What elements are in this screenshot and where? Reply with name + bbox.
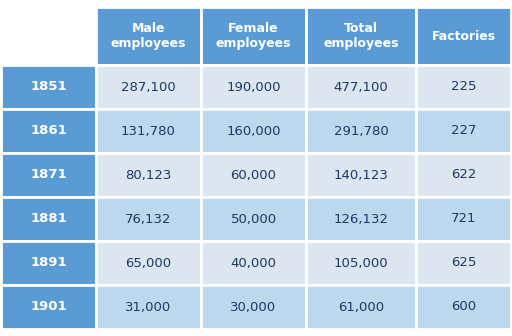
Bar — [1, 285, 96, 329]
Text: 721: 721 — [451, 212, 476, 225]
Text: 105,000: 105,000 — [334, 256, 388, 269]
Bar — [416, 7, 511, 65]
Bar — [96, 65, 201, 109]
Text: 30,000: 30,000 — [230, 300, 276, 313]
Text: 76,132: 76,132 — [125, 212, 172, 225]
Text: 31,000: 31,000 — [125, 300, 172, 313]
Text: 1851: 1851 — [30, 81, 67, 93]
Bar — [416, 285, 511, 329]
Text: Male
employees: Male employees — [111, 22, 186, 50]
Text: 477,100: 477,100 — [334, 81, 389, 93]
Text: 80,123: 80,123 — [125, 168, 172, 181]
Bar — [1, 241, 96, 285]
Text: 225: 225 — [451, 81, 476, 93]
Bar — [201, 153, 306, 197]
Text: 140,123: 140,123 — [333, 168, 389, 181]
Text: 287,100: 287,100 — [121, 81, 176, 93]
Bar — [416, 197, 511, 241]
Bar — [96, 241, 201, 285]
Text: Female
employees: Female employees — [216, 22, 291, 50]
Bar — [416, 109, 511, 153]
Bar — [201, 65, 306, 109]
Bar — [96, 7, 201, 65]
Bar — [1, 7, 96, 65]
Bar — [1, 197, 96, 241]
Text: Total
employees: Total employees — [323, 22, 399, 50]
Bar — [306, 7, 416, 65]
Bar — [306, 153, 416, 197]
Bar — [96, 197, 201, 241]
Text: 160,000: 160,000 — [226, 125, 281, 137]
Bar — [306, 109, 416, 153]
Text: 625: 625 — [451, 256, 476, 269]
Bar — [1, 65, 96, 109]
Text: 1901: 1901 — [30, 300, 67, 313]
Text: 227: 227 — [451, 125, 476, 137]
Bar — [416, 153, 511, 197]
Text: 60,000: 60,000 — [230, 168, 276, 181]
Text: 40,000: 40,000 — [230, 256, 276, 269]
Bar — [201, 285, 306, 329]
Text: 65,000: 65,000 — [125, 256, 172, 269]
Bar — [416, 65, 511, 109]
Text: 131,780: 131,780 — [121, 125, 176, 137]
Bar — [201, 7, 306, 65]
Bar — [306, 285, 416, 329]
Text: 126,132: 126,132 — [333, 212, 389, 225]
Text: 50,000: 50,000 — [230, 212, 276, 225]
Text: 1861: 1861 — [30, 125, 67, 137]
Bar — [1, 109, 96, 153]
Bar — [201, 241, 306, 285]
Text: 1881: 1881 — [30, 212, 67, 225]
Bar — [1, 153, 96, 197]
Bar — [96, 153, 201, 197]
Text: 61,000: 61,000 — [338, 300, 384, 313]
Bar — [201, 197, 306, 241]
Text: 1891: 1891 — [30, 256, 67, 269]
Text: 190,000: 190,000 — [226, 81, 281, 93]
Bar — [416, 241, 511, 285]
Text: 291,780: 291,780 — [334, 125, 389, 137]
Text: Factories: Factories — [432, 30, 496, 42]
Text: 622: 622 — [451, 168, 476, 181]
Bar — [201, 109, 306, 153]
Bar — [306, 65, 416, 109]
Bar — [96, 109, 201, 153]
Text: 600: 600 — [451, 300, 476, 313]
Bar — [96, 285, 201, 329]
Bar — [306, 197, 416, 241]
Text: 1871: 1871 — [30, 168, 67, 181]
Bar — [306, 241, 416, 285]
